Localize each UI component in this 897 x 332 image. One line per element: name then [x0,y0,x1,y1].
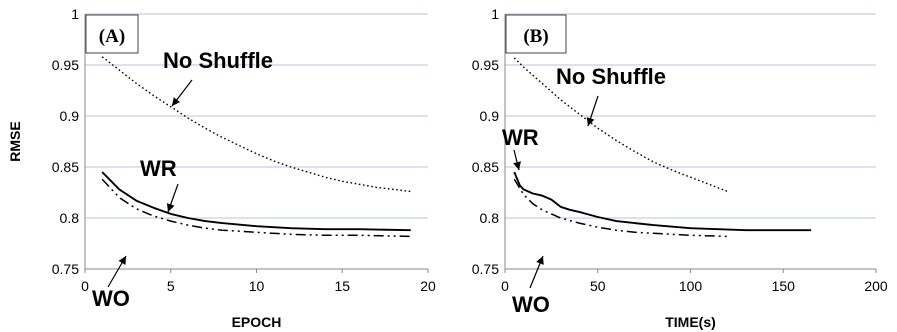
series-line-no-shuffle [101,56,411,193]
y-tick-label: 1 [71,6,79,22]
annotation-label: WR [502,125,539,150]
x-tick-label: 200 [864,278,888,294]
x-tick-label: 10 [249,278,265,294]
y-axis-title: RMSE [7,121,23,161]
y-tick-label: 0.85 [472,159,499,175]
x-tick-label: 15 [334,278,350,294]
x-tick-label: 100 [679,278,703,294]
y-tick-label: 0.75 [472,261,499,277]
y-tick-label: 0.95 [52,57,79,73]
series-line-wr [513,171,812,232]
annotation-label: WR [140,156,177,181]
arrow-head-icon [513,161,521,170]
arrow-head-icon [172,97,181,106]
y-tick-label: 0.95 [472,57,499,73]
x-tick-label: 20 [420,278,436,294]
arrow-head-icon [118,256,126,265]
annotation-label: WO [92,286,130,311]
y-tick-label: 0.8 [480,210,500,226]
y-tick-label: 1 [491,6,499,22]
chart-panel-b: 0.75 0.8 0.85 0.9 0.95 1 0 50 100 150 200 TIME(s) (B… [472,6,888,330]
annotation-label: WO [512,292,550,317]
panel-label-box [505,14,567,54]
y-tick-label: 0.9 [480,108,500,124]
x-tick-label: 0 [81,278,89,294]
x-tick-label: 150 [772,278,796,294]
x-tick-label: 50 [590,278,606,294]
series-line-wo [513,178,728,238]
panel-label: (B) [523,26,548,47]
series-line-wo [101,178,411,238]
x-axis-title: TIME(s) [665,314,716,330]
annotation-label: No Shuffle [556,64,666,89]
x-tick-label: 5 [167,278,175,294]
y-tick-label: 0.85 [52,159,79,175]
panel-label: (A) [99,26,125,47]
series-line-no-shuffle [513,57,728,193]
y-tick-label: 0.8 [60,210,80,226]
arrow-head-icon [536,256,544,265]
panel-label-box [85,14,139,54]
y-tick-label: 0.9 [60,108,80,124]
x-tick-label: 0 [501,278,509,294]
arrow-head-icon [166,203,175,212]
y-tick-label: 0.75 [52,261,79,277]
annotation-label: No Shuffle [163,48,273,73]
arrow-head-icon [586,117,595,126]
x-axis-title: EPOCH [232,314,282,330]
series-line-wr [101,171,411,232]
